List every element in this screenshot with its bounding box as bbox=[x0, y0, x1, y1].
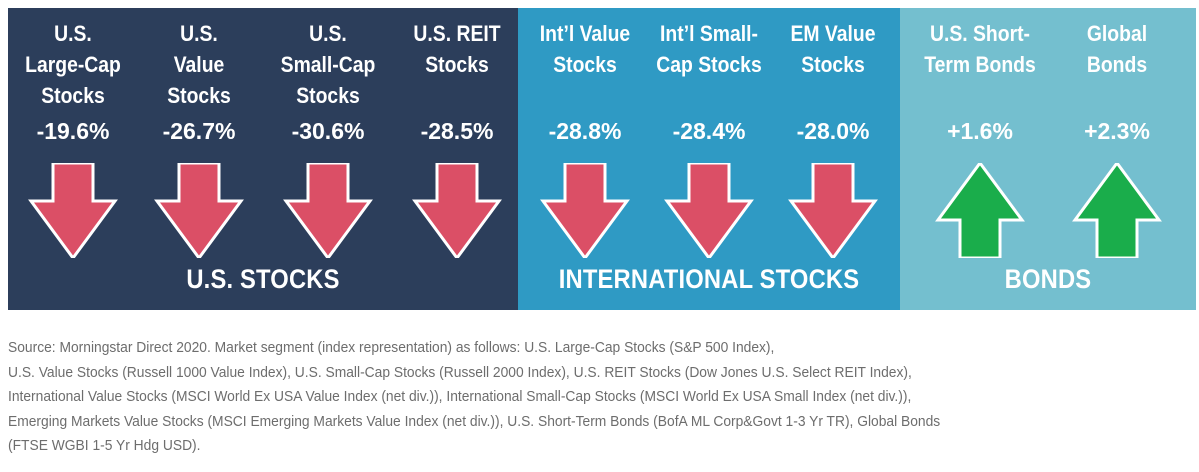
returns-chart: U.S. Large-Cap Stocks -19.6% U.S. Value … bbox=[8, 8, 1196, 310]
item-us-small-cap: U.S. Small-Cap Stocks -30.6% bbox=[263, 8, 393, 258]
footnote-line: International Value Stocks (MSCI World E… bbox=[8, 388, 912, 405]
item-value: -28.0% bbox=[796, 118, 870, 144]
item-label: U.S. Small-Cap Stocks bbox=[280, 21, 376, 108]
item-label: EM Value Stocks bbox=[790, 21, 876, 77]
arrow-down-icon bbox=[540, 163, 630, 258]
group-label-us-stocks: U.S. STOCKS bbox=[186, 264, 340, 294]
arrow-down-icon bbox=[283, 163, 373, 258]
item-us-reit: U.S. REIT Stocks -28.5% bbox=[392, 8, 522, 258]
arrow-up-icon bbox=[935, 163, 1025, 258]
item-em-value: EM Value Stocks -28.0% bbox=[768, 8, 898, 258]
item-value: -28.8% bbox=[548, 118, 622, 144]
item-value: -19.6% bbox=[36, 118, 110, 144]
arrow-up-icon bbox=[1072, 163, 1162, 258]
item-value: -26.7% bbox=[162, 118, 236, 144]
arrow-down-icon bbox=[664, 163, 754, 258]
source-footnote: Source: Morningstar Direct 2020. Market … bbox=[8, 336, 1082, 459]
item-value: +2.3% bbox=[1084, 118, 1150, 144]
arrow-down-icon bbox=[28, 163, 118, 258]
item-global-bonds: Global Bonds +2.3% bbox=[1052, 8, 1182, 258]
item-label: U.S. Value Stocks bbox=[167, 21, 231, 108]
item-label: U.S. REIT Stocks bbox=[413, 21, 501, 77]
item-value: +1.6% bbox=[947, 118, 1013, 144]
group-label-bonds: BONDS bbox=[1004, 264, 1092, 294]
panel-international-stocks: Int’l Value Stocks -28.8% Int’l Small- C… bbox=[518, 8, 900, 310]
panel-bonds: U.S. Short- Term Bonds +1.6% Global Bond… bbox=[900, 8, 1196, 310]
panel-us-stocks: U.S. Large-Cap Stocks -19.6% U.S. Value … bbox=[8, 8, 518, 310]
arrow-down-icon bbox=[412, 163, 502, 258]
item-label: U.S. Short- Term Bonds bbox=[924, 21, 1036, 77]
item-value: -30.6% bbox=[291, 118, 365, 144]
item-label: Global Bonds bbox=[1086, 21, 1148, 77]
footnote-line: U.S. Value Stocks (Russell 1000 Value In… bbox=[8, 363, 912, 381]
item-us-large-cap: U.S. Large-Cap Stocks -19.6% bbox=[8, 8, 138, 258]
footnote-line: (FTSE WGBI 1-5 Yr Hdg USD). bbox=[8, 437, 201, 454]
footnote-line: Source: Morningstar Direct 2020. Market … bbox=[8, 339, 775, 356]
item-label: Int’l Small- Cap Stocks bbox=[656, 21, 762, 77]
group-label-international-stocks: INTERNATIONAL STOCKS bbox=[558, 264, 860, 294]
item-us-short-term-bonds: U.S. Short- Term Bonds +1.6% bbox=[915, 8, 1045, 258]
item-intl-value: Int’l Value Stocks -28.8% bbox=[520, 8, 650, 258]
item-value: -28.4% bbox=[672, 118, 746, 144]
item-intl-small-cap: Int’l Small- Cap Stocks -28.4% bbox=[644, 8, 774, 258]
item-label: U.S. Large-Cap Stocks bbox=[25, 21, 121, 108]
item-value: -28.5% bbox=[420, 118, 494, 144]
item-us-value: U.S. Value Stocks -26.7% bbox=[134, 8, 264, 258]
item-label: Int’l Value Stocks bbox=[539, 21, 631, 77]
arrow-down-icon bbox=[788, 163, 878, 258]
footnote-line: Emerging Markets Value Stocks (MSCI Emer… bbox=[8, 412, 941, 430]
arrow-down-icon bbox=[154, 163, 244, 258]
